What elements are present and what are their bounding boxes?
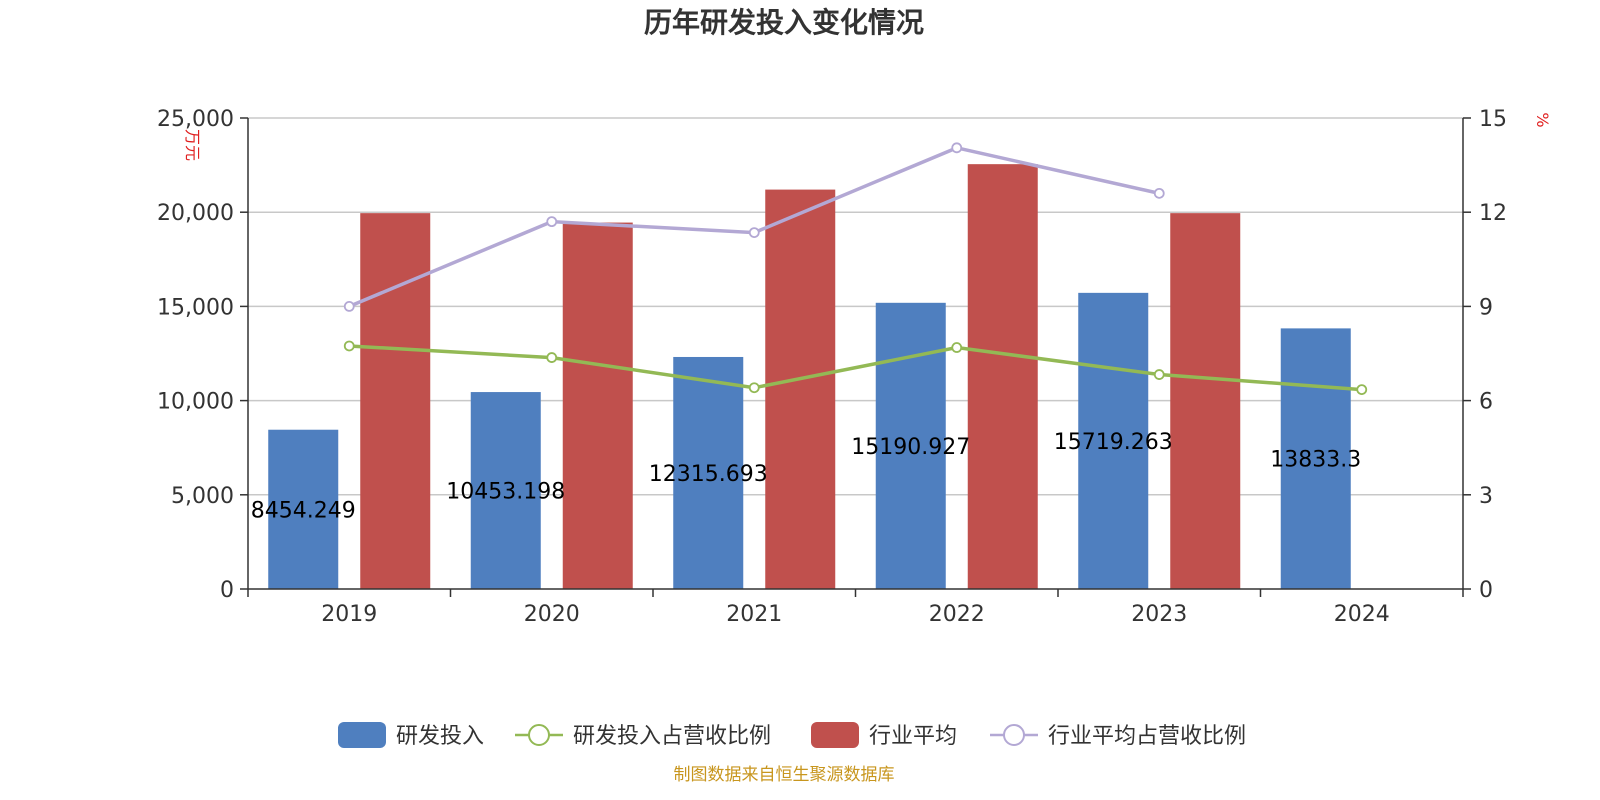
bar bbox=[765, 189, 836, 590]
line-point bbox=[748, 227, 760, 239]
legend-marker bbox=[528, 724, 550, 746]
right-tick-label: 0 bbox=[1479, 578, 1493, 603]
line-point bbox=[343, 340, 355, 352]
left-tick-label: 15,000 bbox=[157, 295, 234, 320]
source-note: 制图数据来自恒生聚源数据库 bbox=[674, 765, 895, 785]
line-point bbox=[748, 382, 760, 394]
axes: 0 5,000 10,000 15,000 20,000 25,000 0 3 6 9 12 15 20… bbox=[157, 107, 1507, 627]
bar-data-label: 10453.198 bbox=[446, 480, 565, 505]
line-point bbox=[1356, 384, 1368, 396]
lines bbox=[343, 142, 1368, 396]
left-tick-label: 20,000 bbox=[157, 201, 234, 226]
bar bbox=[268, 429, 339, 589]
line-point bbox=[951, 142, 963, 154]
line-point bbox=[546, 352, 558, 363]
legend-marker bbox=[1003, 724, 1025, 746]
x-tick-label: 2020 bbox=[524, 602, 580, 627]
chart-title: 历年研发投入变化情况 bbox=[644, 6, 924, 39]
x-tick-label: 2022 bbox=[929, 602, 985, 627]
bar-data-label: 13833.3 bbox=[1270, 448, 1361, 473]
grid bbox=[248, 117, 1463, 496]
bar bbox=[1280, 328, 1351, 589]
left-tick-label: 0 bbox=[220, 578, 234, 603]
bar bbox=[470, 392, 541, 589]
line-point bbox=[1153, 369, 1165, 380]
right-tick-label: 3 bbox=[1479, 484, 1493, 509]
data-labels: 8454.249 10453.198 12315.693 15190.927 15719… bbox=[251, 430, 1361, 523]
right-tick-label: 12 bbox=[1479, 201, 1507, 226]
legend-swatch bbox=[811, 722, 859, 748]
x-tick-label: 2021 bbox=[726, 602, 782, 627]
right-tick-label: 9 bbox=[1479, 295, 1493, 320]
legend-label: 行业平均 bbox=[869, 724, 957, 749]
right-tick-label: 6 bbox=[1479, 390, 1493, 415]
x-tick-label: 2019 bbox=[321, 602, 377, 627]
bar bbox=[360, 213, 431, 589]
right-tick-label: 15 bbox=[1479, 107, 1507, 132]
bar bbox=[673, 356, 744, 589]
legend-label: 研发投入 bbox=[396, 724, 484, 749]
x-tick-label: 2024 bbox=[1334, 602, 1390, 627]
x-tick-label: 2023 bbox=[1131, 602, 1187, 627]
line-point bbox=[343, 300, 355, 312]
bar bbox=[562, 222, 633, 589]
line-point bbox=[546, 216, 558, 228]
bar-data-label: 12315.693 bbox=[649, 462, 768, 487]
legend-label: 行业平均占营收比例 bbox=[1048, 724, 1246, 749]
line-point bbox=[951, 342, 963, 353]
series-line bbox=[349, 344, 1362, 392]
bar-data-label: 8454.249 bbox=[251, 498, 356, 523]
bar-data-label: 15190.927 bbox=[851, 435, 970, 460]
bar bbox=[1170, 213, 1241, 589]
line-point bbox=[1153, 187, 1165, 199]
bar bbox=[1078, 292, 1149, 589]
bar-data-label: 15719.263 bbox=[1054, 430, 1173, 455]
left-axis-unit: 万元 bbox=[183, 129, 202, 161]
left-tick-label: 25,000 bbox=[157, 107, 234, 132]
legend-label: 研发投入占营收比例 bbox=[573, 724, 771, 749]
legend: 研发投入 研发投入占营收比例 行业平均 行业平均占营收比例 bbox=[338, 722, 1246, 749]
left-tick-label: 10,000 bbox=[157, 390, 234, 415]
bars bbox=[268, 164, 1351, 590]
bar bbox=[967, 164, 1038, 589]
legend-swatch bbox=[338, 722, 386, 748]
right-axis-unit: % bbox=[1533, 112, 1552, 127]
left-tick-label: 5,000 bbox=[171, 484, 234, 509]
